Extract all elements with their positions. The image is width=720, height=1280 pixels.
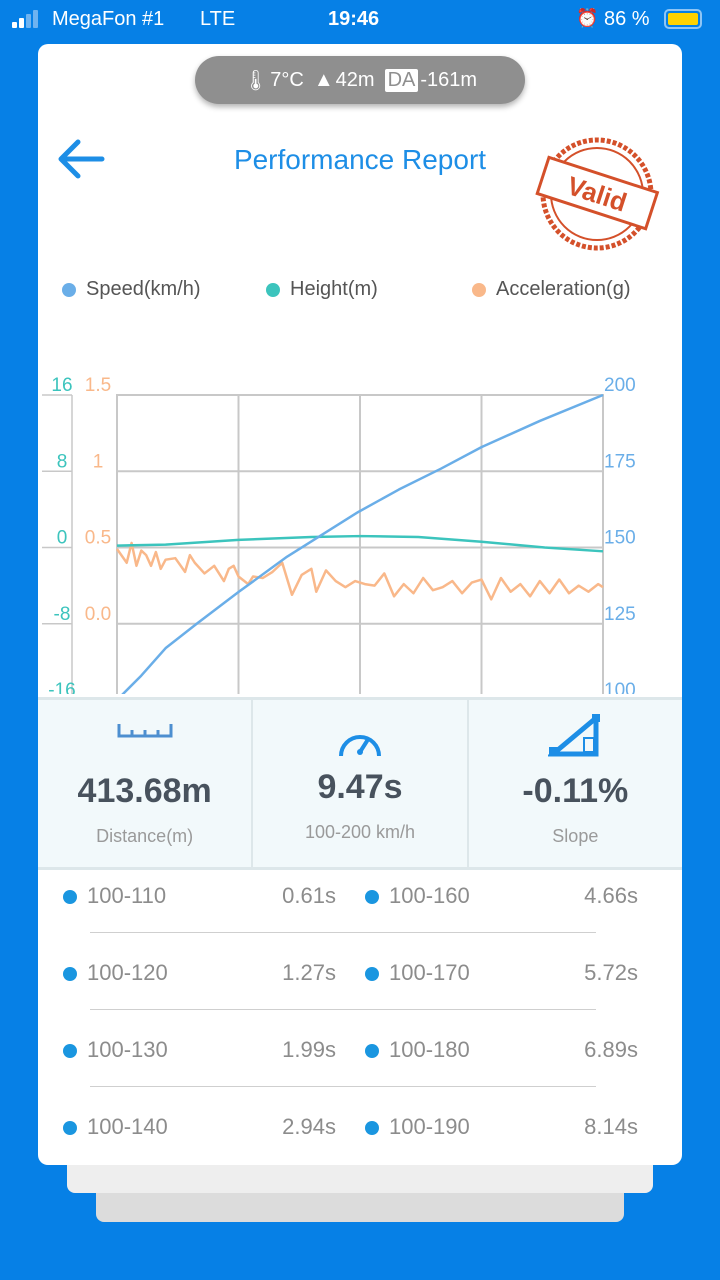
stat-label: 100-200 km/h (304, 822, 416, 842)
speedometer-icon (338, 735, 381, 757)
card-stack-shadow (67, 1160, 653, 1193)
legend-height[interactable]: Height(m) (266, 278, 378, 301)
split-time: 5.72s (584, 960, 638, 985)
stat-time: 9.47s 100-200 km/h (253, 700, 469, 867)
height-tick: -8 (54, 604, 71, 625)
legend-label: Acceleration(g) (496, 278, 631, 300)
acceleration-tick: 1.5 (85, 375, 111, 396)
battery-percent: 86 % (604, 8, 650, 30)
split-time: 2.94s (282, 1114, 336, 1139)
speed-tick: 100 (604, 680, 636, 694)
thermometer-icon: 🌡︎ (242, 69, 269, 92)
split-time: 1.99s (282, 1037, 336, 1062)
split-range: 100-140 (87, 1114, 168, 1139)
da-badge: DA (384, 68, 419, 92)
stat-value: 413.68m (77, 772, 212, 810)
split-time: 6.89s (584, 1037, 638, 1062)
status-bar: MegaFon #1 LTE 19:46 ⏰ 86 % (0, 0, 720, 40)
height-tick: 16 (51, 375, 72, 396)
split-dot (63, 1121, 77, 1135)
density-altitude: -161m (420, 68, 478, 91)
split-range: 100-120 (87, 960, 168, 985)
legend-speed[interactable]: Speed(km/h) (62, 278, 201, 301)
temperature: 7°C (270, 68, 304, 91)
split-range: 100-160 (389, 883, 470, 908)
acceleration-tick: 0.0 (85, 604, 111, 625)
speed-line (121, 393, 604, 694)
divider (90, 1086, 596, 1087)
split-dot (365, 890, 379, 904)
mountain-icon: ▲ (313, 68, 334, 91)
split-dot (365, 1121, 379, 1135)
split-time: 0.61s (282, 883, 336, 908)
split-range: 100-180 (389, 1037, 470, 1062)
split-time: 4.66s (584, 883, 638, 908)
split-time: 1.27s (282, 960, 336, 985)
split-range: 100-190 (389, 1114, 470, 1139)
report-card: 🌡︎ 7°C ▲ 42m DA -161m Performance Report Va… (38, 44, 682, 1165)
stat-distance: 413.68m Distance(m) (38, 700, 254, 867)
split-range: 100-130 (87, 1037, 168, 1062)
divider (90, 932, 596, 933)
split-dot (63, 890, 77, 904)
legend-acceleration[interactable]: Acceleration(g) (472, 278, 631, 301)
stat-label: Distance(m) (96, 826, 194, 846)
performance-chart: 16 8 0 -8 -16 1.5 1 0.5 0.0 200 175 150 125 100 (42, 375, 636, 694)
clock: 19:46 (328, 8, 380, 30)
acceleration-tick: 1 (93, 451, 104, 472)
stat-slope: -0.11% Slope (469, 700, 682, 867)
height-line (116, 534, 604, 553)
signal-icon (12, 10, 38, 28)
speed-tick: 175 (604, 451, 636, 472)
height-tick: 0 (57, 528, 68, 549)
ruler-icon (117, 724, 173, 738)
altitude: 42m (335, 68, 375, 91)
split-dot (365, 967, 379, 981)
split-time: 8.14s (584, 1114, 638, 1139)
divider (90, 1009, 596, 1010)
alarm-icon: ⏰ (576, 8, 599, 28)
split-dot (63, 967, 77, 981)
height-tick: -16 (48, 680, 75, 694)
legend-label: Speed(km/h) (86, 278, 201, 300)
speed-tick: 125 (604, 604, 636, 625)
split-dot (63, 1044, 77, 1058)
acceleration-line (115, 541, 604, 601)
stat-value: 9.47s (317, 768, 403, 806)
carrier: MegaFon #1 (52, 8, 165, 30)
stat-label: Slope (552, 826, 599, 846)
conditions-pill: 🌡︎ 7°C ▲ 42m DA -161m (195, 56, 525, 104)
network: LTE (200, 8, 236, 30)
speed-tick: 150 (604, 528, 636, 549)
split-dot (365, 1044, 379, 1058)
valid-stamp: Valid (535, 137, 660, 251)
speed-tick: 200 (604, 375, 636, 396)
acceleration-tick: 0.5 (85, 528, 111, 549)
stats-panel: 413.68m Distance(m) 9.47s 100-200 km/h -… (38, 697, 682, 870)
slope-icon (548, 714, 601, 757)
height-tick: 8 (57, 451, 68, 472)
legend-label: Height(m) (290, 278, 378, 300)
stat-value: -0.11% (522, 772, 629, 810)
split-range: 100-110 (87, 883, 167, 908)
page-title: Performance Report (233, 144, 487, 175)
back-arrow-icon[interactable] (56, 136, 108, 182)
split-range: 100-170 (389, 960, 470, 985)
battery-icon (664, 9, 702, 29)
